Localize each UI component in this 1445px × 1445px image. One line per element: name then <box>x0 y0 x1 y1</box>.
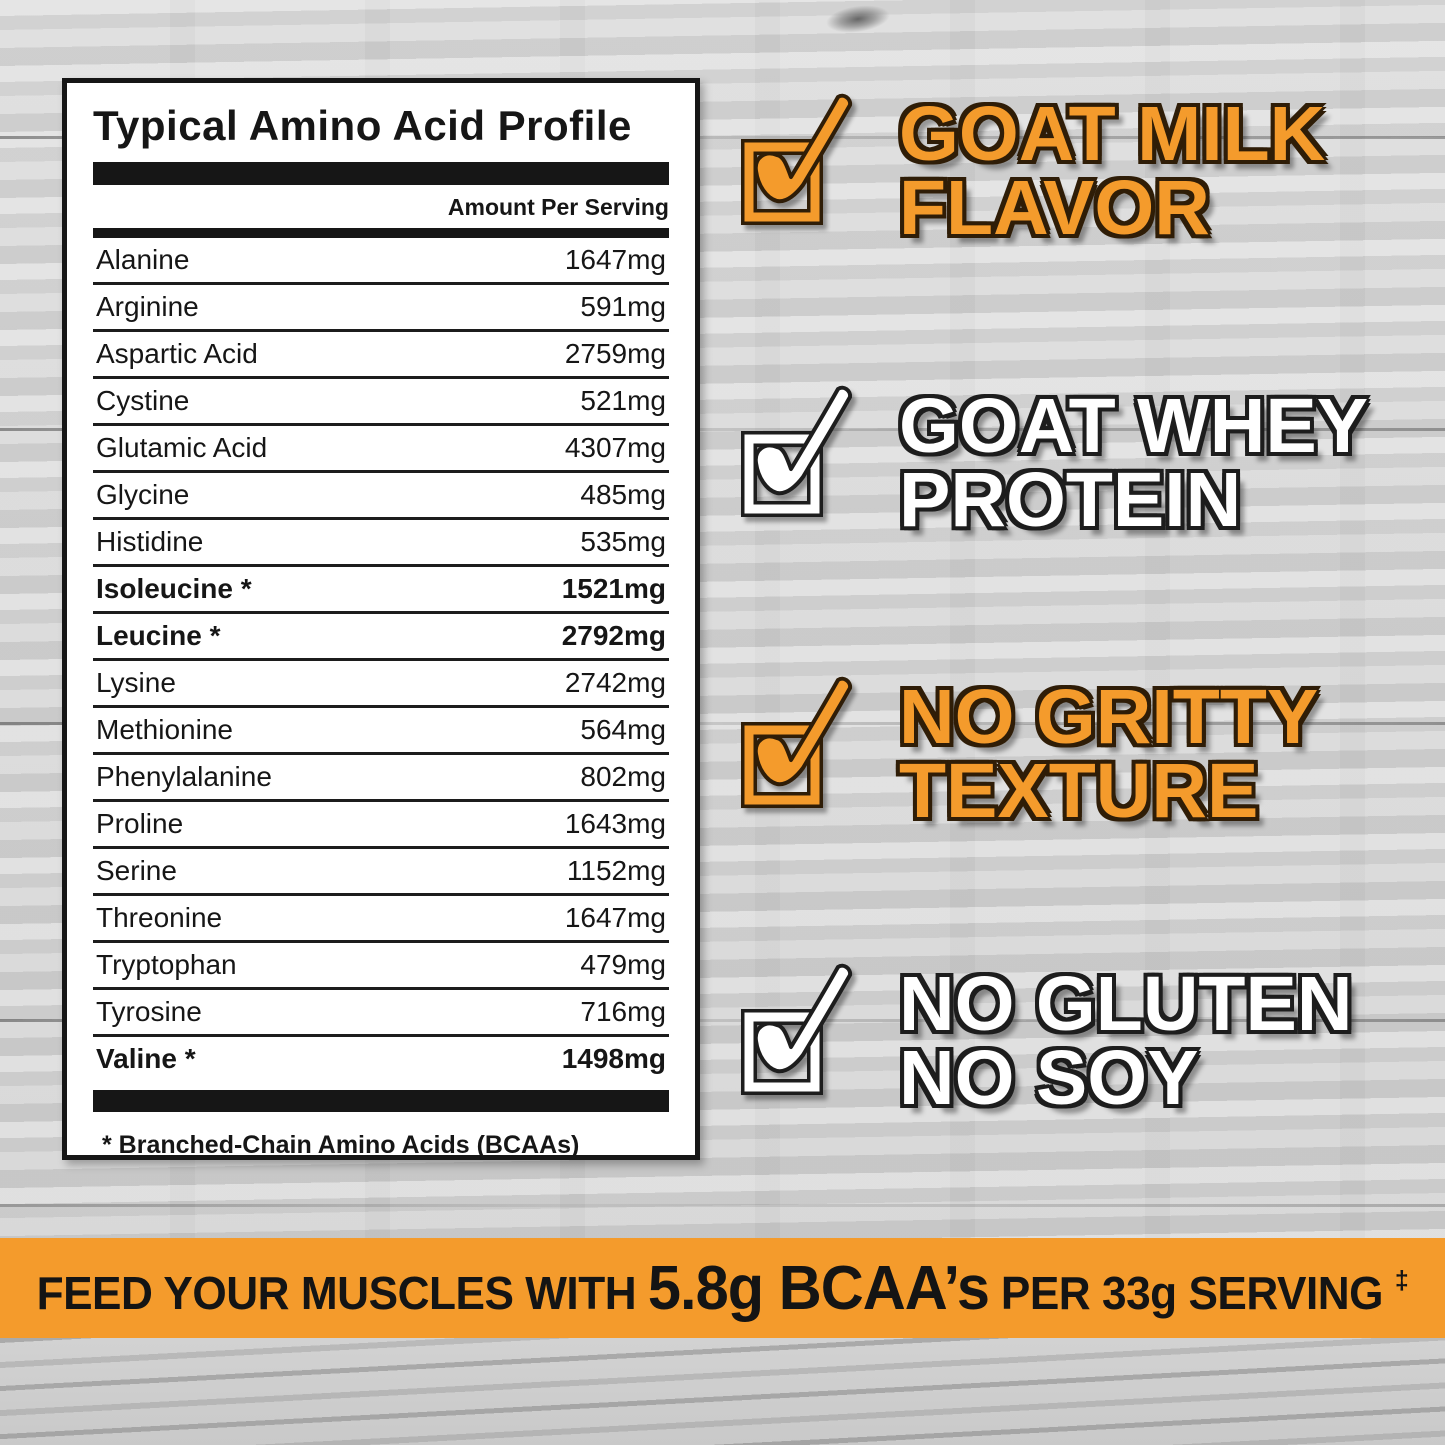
banner-suffix: PER 33g SERVING <box>1000 1266 1384 1319</box>
amino-acid-amount: 802mg <box>580 761 666 792</box>
wood-plank-line <box>0 722 1445 725</box>
divider-bar-bottom <box>93 1090 669 1112</box>
amino-acid-amount: 4307mg <box>564 432 666 463</box>
amino-acid-name: Lysine <box>96 667 176 698</box>
amino-acid-profile-panel: Typical Amino Acid Profile Amount Per Se… <box>62 78 700 1160</box>
amino-acid-amount: 2742mg <box>564 667 666 698</box>
column-header: Amount Per Serving <box>447 194 669 220</box>
bcaa-banner: FEED YOUR MUSCLES WITH 5.8g BCAA’s PER 3… <box>0 1238 1445 1338</box>
feature-text: GOAT MILK FLAVOR <box>899 91 1326 251</box>
feature-line-1: NO GLUTEN <box>899 961 1353 1047</box>
feature-item: GOAT MILK FLAVOR <box>741 91 1326 251</box>
amino-acid-name: Tyrosine <box>96 996 202 1027</box>
feature-item: NO GRITTY TEXTURE <box>741 674 1319 834</box>
feature-text: NO GRITTY TEXTURE <box>899 674 1319 834</box>
feature-line-2: FLAVOR <box>899 165 1210 251</box>
divider-bar-thick <box>93 162 669 185</box>
amino-acid-amount: 716mg <box>580 996 666 1027</box>
amino-acid-table: Alanine 1647mg Arginine 591mg Aspartic A… <box>93 238 669 1081</box>
amino-acid-name: Phenylalanine <box>96 761 272 792</box>
banner-highlight: 5.8g BCAA’s <box>647 1253 990 1323</box>
table-row: Proline 1643mg <box>93 802 669 849</box>
table-row: Tryptophan 479mg <box>93 943 669 990</box>
table-row: Glycine 485mg <box>93 473 669 520</box>
feature-line-1: GOAT MILK <box>899 91 1326 177</box>
amino-acid-name: Glycine <box>96 479 190 510</box>
table-row: Serine 1152mg <box>93 849 669 896</box>
feature-line-1: GOAT WHEY <box>899 383 1369 469</box>
amino-acid-amount: 1647mg <box>564 902 666 933</box>
checkbox-check-icon <box>741 93 853 225</box>
wood-plank-line <box>0 1204 1445 1207</box>
feature-line-2: NO SOY <box>899 1035 1199 1121</box>
feature-line-2: TEXTURE <box>899 748 1259 834</box>
table-row: Aspartic Acid 2759mg <box>93 332 669 379</box>
amino-acid-amount: 521mg <box>580 385 666 416</box>
amino-acid-name: Cystine <box>96 385 190 416</box>
feature-item: GOAT WHEY PROTEIN <box>741 383 1369 543</box>
checkbox-check-icon <box>741 963 853 1095</box>
banner-text: FEED YOUR MUSCLES WITH 5.8g BCAA’s PER 3… <box>37 1253 1409 1324</box>
table-row: Cystine 521mg <box>93 379 669 426</box>
amino-acid-name: Isoleucine * <box>96 573 252 604</box>
banner-dagger-symbol: ‡ <box>1394 1264 1409 1295</box>
table-row: Isoleucine * 1521mg <box>93 567 669 614</box>
amino-acid-amount: 1152mg <box>566 855 666 886</box>
feature-item: NO GLUTEN NO SOY <box>741 961 1353 1121</box>
table-row: Glutamic Acid 4307mg <box>93 426 669 473</box>
table-row: Histidine 535mg <box>93 520 669 567</box>
divider-bar-medium <box>93 228 669 238</box>
feature-line-1: NO GRITTY <box>899 674 1319 760</box>
amino-acid-name: Methionine <box>96 714 233 745</box>
wood-plank-line <box>0 428 1445 431</box>
wood-plank-line <box>0 1019 1445 1022</box>
amino-acid-name: Arginine <box>96 291 199 322</box>
feature-text: GOAT WHEY PROTEIN <box>899 383 1369 543</box>
amino-acid-amount: 479mg <box>580 949 666 980</box>
table-row: Methionine 564mg <box>93 708 669 755</box>
amino-acid-amount: 485mg <box>580 479 666 510</box>
table-row: Threonine 1647mg <box>93 896 669 943</box>
table-row: Tyrosine 716mg <box>93 990 669 1037</box>
amino-acid-amount: 535mg <box>580 526 666 557</box>
table-row: Alanine 1647mg <box>93 238 669 285</box>
amino-acid-amount: 1521mg <box>561 573 666 604</box>
amino-acid-amount: 1647mg <box>564 244 666 275</box>
checkbox-check-icon <box>741 385 853 517</box>
table-row: Valine * 1498mg <box>93 1037 669 1081</box>
amino-acid-name: Glutamic Acid <box>96 432 268 463</box>
amino-acid-name: Alanine <box>96 244 190 275</box>
amino-acid-name: Histidine <box>96 526 204 557</box>
amino-acid-name: Leucine * <box>96 620 221 651</box>
table-row: Phenylalanine 802mg <box>93 755 669 802</box>
amino-acid-amount: 1643mg <box>564 808 666 839</box>
amino-acid-name: Threonine <box>96 902 223 933</box>
panel-title: Typical Amino Acid Profile <box>93 102 632 149</box>
banner-prefix: FEED YOUR MUSCLES WITH <box>36 1266 648 1319</box>
amino-acid-amount: 1498mg <box>561 1043 666 1074</box>
table-row: Lysine 2742mg <box>93 661 669 708</box>
wood-plank-line <box>0 136 1445 139</box>
checkbox-check-icon <box>741 676 853 808</box>
amino-acid-name: Aspartic Acid <box>96 338 258 369</box>
amino-acid-amount: 591mg <box>580 291 666 322</box>
amino-acid-amount: 2759mg <box>564 338 666 369</box>
amino-acid-name: Serine <box>96 855 177 886</box>
bcaa-footnote: * Branched-Chain Amino Acids (BCAAs) <box>102 1131 580 1159</box>
table-row: Leucine * 2792mg <box>93 614 669 661</box>
amino-acid-name: Proline <box>96 808 184 839</box>
feature-text: NO GLUTEN NO SOY <box>899 961 1353 1121</box>
amino-acid-amount: 564mg <box>580 714 666 745</box>
feature-line-2: PROTEIN <box>899 457 1242 543</box>
table-row: Arginine 591mg <box>93 285 669 332</box>
wood-grain-bottom <box>0 1338 1445 1445</box>
amino-acid-amount: 2792mg <box>561 620 666 651</box>
amino-acid-name: Tryptophan <box>96 949 237 980</box>
amino-acid-name: Valine * <box>96 1043 196 1074</box>
